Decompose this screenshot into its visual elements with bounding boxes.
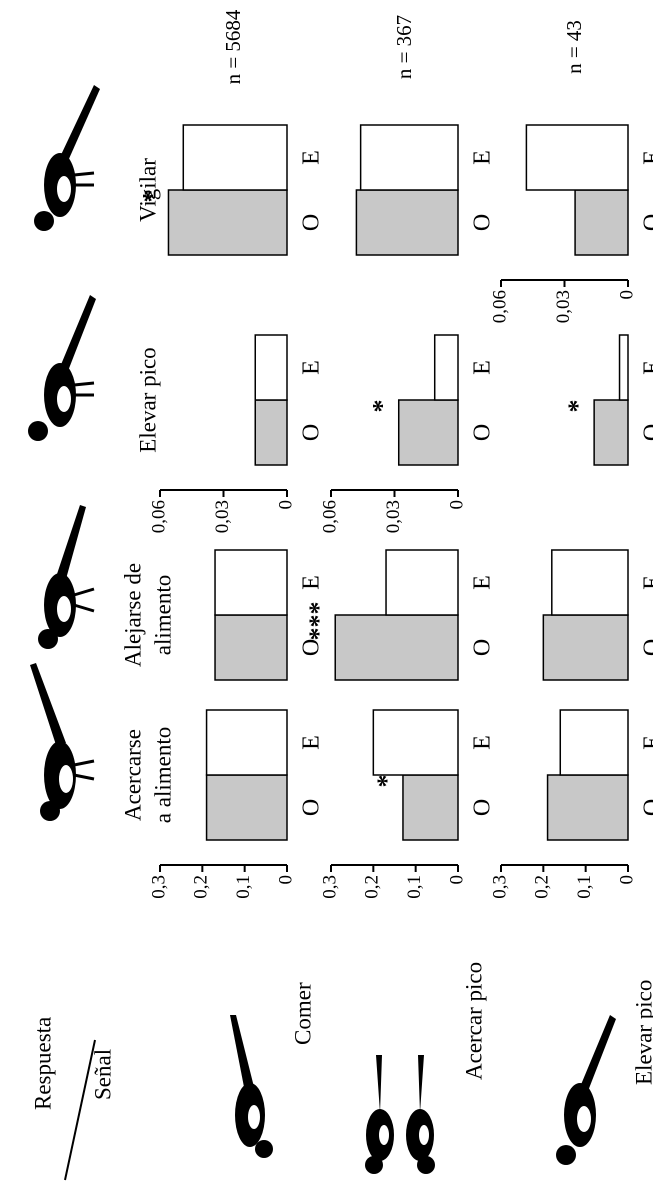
response-header: Vigilar	[135, 158, 160, 222]
category-label: O	[299, 424, 325, 441]
bar	[433, 334, 459, 401]
signal-label: Comer	[290, 982, 315, 1045]
category-label: E	[470, 360, 496, 375]
y-tick-label: 0	[616, 875, 637, 885]
y-tick-label: 0,06	[489, 290, 510, 323]
y-tick-label: 0,06	[148, 500, 169, 533]
category-label: E	[640, 150, 653, 165]
category-label: E	[640, 360, 653, 375]
bar	[214, 614, 288, 681]
category-label: E	[640, 575, 653, 590]
y-tick-label: 0,06	[319, 500, 340, 533]
y-tick-label: 0	[275, 875, 296, 885]
category-label: O	[470, 214, 496, 231]
bird-icons	[28, 85, 616, 1174]
category-label: O	[470, 424, 496, 441]
bar	[559, 709, 629, 776]
bar	[551, 549, 629, 616]
bar	[372, 709, 459, 776]
bar	[167, 189, 288, 256]
bar	[402, 774, 459, 841]
category-label: E	[299, 575, 325, 590]
significance: *	[137, 190, 166, 203]
bar	[205, 774, 288, 841]
bar	[214, 549, 288, 616]
response-header: a alimento	[150, 727, 175, 823]
y-tick-label: 0,2	[191, 875, 212, 899]
bar	[254, 334, 288, 401]
category-label: O	[470, 799, 496, 816]
category-label: E	[299, 735, 325, 750]
bar	[618, 334, 629, 401]
n-label: n = 5684	[221, 9, 245, 84]
bar	[542, 614, 629, 681]
corner-signal: Señal	[90, 1049, 115, 1100]
bar	[525, 124, 629, 191]
bar	[574, 189, 629, 256]
y-tick-label: 0,03	[383, 500, 404, 533]
y-tick-label: 0,03	[553, 290, 574, 323]
y-tick-label: 0	[616, 290, 637, 300]
rotated-frame: Respuesta Señal Acercarse a alimento Aleja…	[28, 9, 653, 1181]
bar	[593, 399, 629, 466]
y-tick-label: 0,3	[148, 875, 169, 899]
y-tick-label: 0,3	[489, 875, 510, 899]
category-label: E	[299, 150, 325, 165]
bar	[355, 189, 459, 256]
y-tick-label: 0,2	[532, 875, 553, 899]
category-label: O	[299, 799, 325, 816]
category-label: O	[640, 214, 653, 231]
y-tick-label: 0	[275, 500, 296, 510]
bar	[334, 614, 459, 681]
signal-label: Acercar pico	[461, 962, 486, 1080]
category-label: O	[299, 214, 325, 231]
y-tick-label: 0,1	[574, 875, 595, 899]
n-label: n = 43	[562, 20, 586, 74]
response-header: Alejarse de	[120, 563, 145, 667]
category-label: O	[640, 639, 653, 656]
category-label: E	[470, 150, 496, 165]
bar	[359, 124, 459, 191]
bar	[397, 399, 459, 466]
significance: *	[563, 400, 592, 413]
significance: *	[368, 400, 397, 413]
bar	[546, 774, 629, 841]
significance: ***	[304, 602, 333, 641]
bar	[182, 124, 288, 191]
y-tick-label: 0,03	[212, 500, 233, 533]
y-tick-label: 0	[446, 875, 467, 885]
y-tick-label: 0,1	[233, 875, 254, 899]
category-label: O	[640, 424, 653, 441]
y-tick-label: 0	[446, 500, 467, 510]
y-tick-label: 0,1	[404, 875, 425, 899]
category-label: E	[299, 360, 325, 375]
response-header: Acercarse	[120, 729, 145, 821]
category-label: O	[299, 639, 325, 656]
category-label: O	[470, 639, 496, 656]
response-header: Elevar pico	[135, 347, 160, 452]
bar	[205, 709, 288, 776]
corner-divider	[64, 1039, 96, 1181]
response-header: alimento	[150, 575, 175, 655]
significance: *	[372, 775, 401, 788]
signal-label: Elevar pico	[631, 980, 653, 1085]
y-tick-label: 0,2	[362, 875, 383, 899]
corner-response: Respuesta	[30, 1017, 55, 1110]
category-label: E	[470, 575, 496, 590]
y-tick-label: 0,3	[319, 875, 340, 899]
bar	[385, 549, 459, 616]
n-label: n = 367	[392, 15, 416, 79]
category-label: E	[470, 735, 496, 750]
bar	[254, 399, 288, 466]
category-label: E	[640, 735, 653, 750]
category-label: O	[640, 799, 653, 816]
